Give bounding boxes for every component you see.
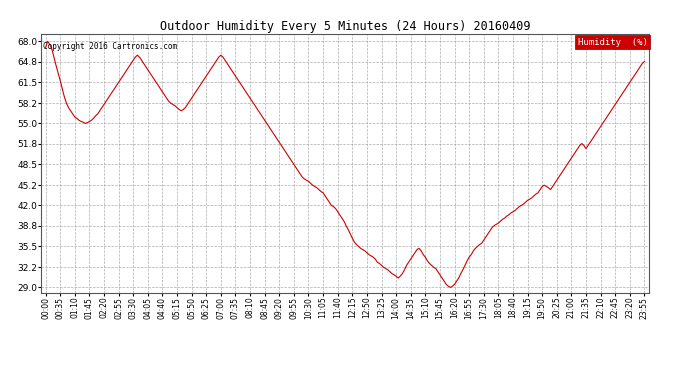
Humidity  (%) <box>96 108 104 113</box>
Line: Humidity  (%): Humidity (%) <box>46 41 644 288</box>
Humidity  (%) <box>41 45 50 50</box>
Humidity  (%) <box>592 130 600 135</box>
Humidity  (%) <box>549 184 557 189</box>
Title: Outdoor Humidity Every 5 Minutes (24 Hours) 20160409: Outdoor Humidity Every 5 Minutes (24 Hou… <box>160 20 530 33</box>
Humidity  (%) <box>43 39 52 44</box>
Humidity  (%) <box>559 168 567 173</box>
Humidity  (%) <box>346 231 355 236</box>
Text: Humidity  (%): Humidity (%) <box>578 38 647 46</box>
Humidity  (%) <box>640 59 649 64</box>
Text: Copyright 2016 Cartronics.com: Copyright 2016 Cartronics.com <box>43 42 177 51</box>
Humidity  (%) <box>573 146 582 151</box>
Humidity  (%) <box>446 285 455 290</box>
